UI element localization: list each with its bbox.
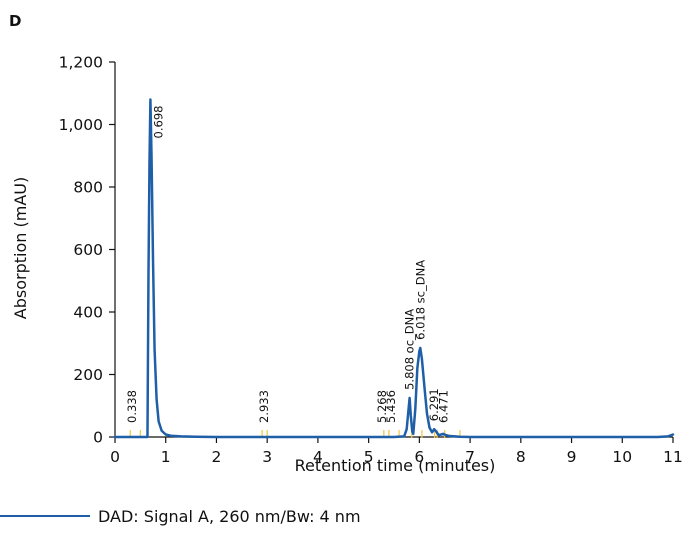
- y-tick-label: 400: [73, 304, 103, 322]
- y-tick-label: 1,200: [59, 54, 103, 72]
- chromatogram-chart: 0 200 400 600 800 1,000 1,200 0 1 2 3 4 5 6 7 8 9 10 11 0.…: [11, 54, 683, 476]
- peak-label: 6.291: [427, 388, 441, 421]
- legend: DAD: Signal A, 260 nm/Bw: 4 nm: [0, 504, 361, 528]
- series-layer: [113, 98, 675, 439]
- y-tick-label: 800: [73, 179, 103, 197]
- legend-label: DAD: Signal A, 260 nm/Bw: 4 nm: [98, 506, 361, 526]
- peak-label: 6.471: [436, 390, 450, 423]
- y-tick-label: 600: [73, 241, 103, 259]
- x-tick-label: 9: [567, 448, 577, 466]
- y-tick-label: 0: [93, 429, 103, 447]
- peak-label: 5.436: [384, 390, 398, 423]
- x-tick-label: 3: [262, 448, 272, 466]
- x-tick-label: 4: [313, 448, 323, 466]
- y-tick-label: 1,000: [59, 116, 103, 134]
- peak-label: 5.808 oc_DNA: [403, 309, 417, 390]
- axes: 0 200 400 600 800 1,000 1,200 0 1 2 3 4 5 6 7 8 9 10 11: [59, 54, 683, 467]
- peak-label: 6.018 sc_DNA: [413, 260, 427, 340]
- x-tick-label: 6: [414, 448, 424, 466]
- series-line: [113, 98, 675, 439]
- x-tick-label: 10: [612, 448, 632, 466]
- panel-label: D: [9, 12, 22, 30]
- x-tick-label: 0: [110, 448, 120, 466]
- x-tick-label: 2: [212, 448, 222, 466]
- y-tick-label: 200: [73, 366, 103, 384]
- x-axis-title: Retention time (minutes): [295, 456, 496, 475]
- x-tick-label: 7: [465, 448, 475, 466]
- x-tick-label: 11: [663, 448, 683, 466]
- x-tick-label: 8: [516, 448, 526, 466]
- peak-label: 0.698: [151, 106, 165, 139]
- peak-label: 0.338: [125, 390, 139, 423]
- x-tick-label: 5: [364, 448, 374, 466]
- x-tick-label: 1: [161, 448, 171, 466]
- legend-swatch: [0, 515, 90, 517]
- peak-label: 2.933: [257, 390, 271, 423]
- y-axis-title: Absorption (mAU): [11, 177, 30, 319]
- peak-label: 5.268: [375, 390, 389, 423]
